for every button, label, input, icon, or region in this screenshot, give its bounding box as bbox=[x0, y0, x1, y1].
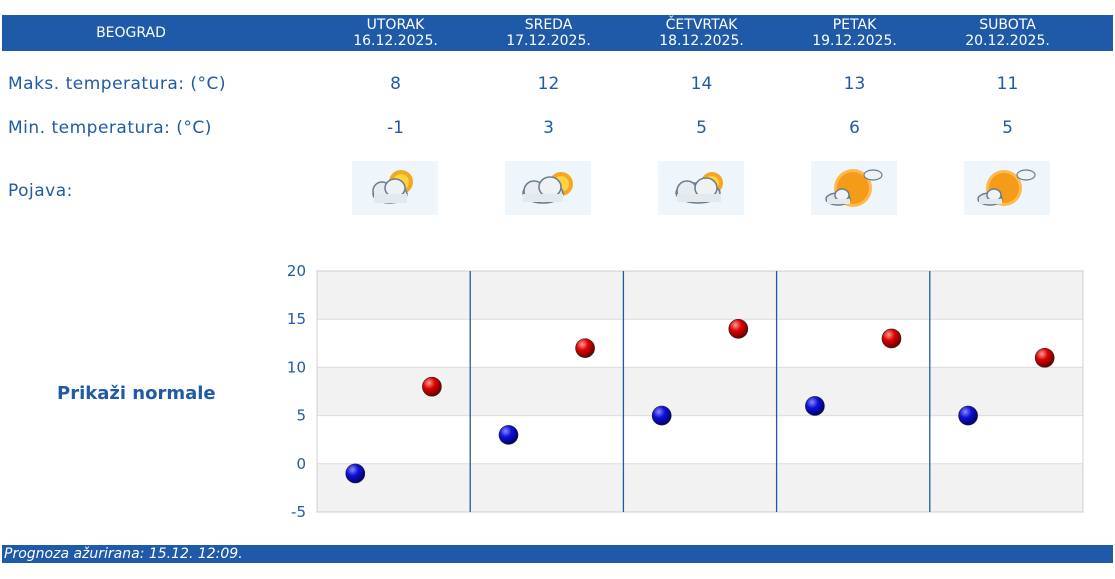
day-header-4: PETAK 19.12.2025. bbox=[778, 17, 931, 49]
day-date: 20.12.2025. bbox=[965, 33, 1050, 49]
min-temp-value: 5 bbox=[696, 118, 707, 138]
max-temp-value: 14 bbox=[690, 74, 713, 94]
sunny-intervals-icon bbox=[811, 161, 897, 215]
y-tick-label: 5 bbox=[296, 407, 306, 425]
max-temp-value: 13 bbox=[843, 74, 866, 94]
mostly-cloudy-icon bbox=[658, 161, 744, 215]
min-temp-point bbox=[958, 405, 978, 426]
min-temp-value: 5 bbox=[1002, 118, 1013, 138]
phenomenon-label: Pojava: bbox=[8, 181, 73, 201]
day-header-3: ČETVRTAK 18.12.2025. bbox=[625, 17, 778, 49]
min-temp-point bbox=[651, 405, 672, 426]
y-tick-label: 15 bbox=[287, 310, 306, 328]
city-name: BEOGRAD bbox=[96, 25, 166, 41]
forecast-updated: Prognoza ažurirana: 15.12. 12:09. bbox=[2, 545, 1113, 563]
day-header-2: SREDA 17.12.2025. bbox=[472, 17, 625, 49]
max-temp-point bbox=[422, 376, 442, 397]
grid-band bbox=[317, 463, 1083, 512]
grid-band bbox=[317, 271, 1083, 320]
max-temp-point bbox=[1034, 347, 1055, 368]
day-date: 18.12.2025. bbox=[659, 33, 744, 49]
show-normals-link[interactable]: Prikaži normale bbox=[57, 383, 216, 404]
min-temp-value: 6 bbox=[849, 118, 860, 138]
min-temp-label: Min. temperatura: (°C) bbox=[8, 118, 212, 138]
day-date: 19.12.2025. bbox=[812, 33, 897, 49]
plot-border bbox=[316, 270, 1084, 513]
day-date: 16.12.2025. bbox=[353, 33, 438, 49]
day-date: 17.12.2025. bbox=[506, 33, 591, 49]
min-temp-point bbox=[345, 463, 366, 484]
y-tick-label: 20 bbox=[287, 262, 306, 280]
max-temp-value: 12 bbox=[537, 74, 560, 94]
mostly-cloudy-icon bbox=[505, 161, 591, 215]
min-temp-value: 3 bbox=[543, 118, 554, 138]
y-tick-label: 10 bbox=[287, 358, 306, 376]
max-temp-point bbox=[881, 328, 902, 349]
max-temp-label: Maks. temperatura: (°C) bbox=[8, 74, 227, 94]
y-tick-label: 0 bbox=[296, 455, 306, 473]
day-name: UTORAK bbox=[366, 17, 425, 33]
max-temp-value: 11 bbox=[996, 74, 1019, 94]
max-temp-value: 8 bbox=[390, 74, 401, 94]
y-tick-label: -5 bbox=[291, 503, 306, 521]
sunny-intervals-icon bbox=[964, 161, 1050, 215]
partly-cloudy-icon bbox=[352, 161, 438, 215]
day-name: ČETVRTAK bbox=[665, 17, 738, 33]
day-name: SUBOTA bbox=[979, 17, 1036, 33]
grid-band bbox=[317, 367, 1083, 416]
day-name: PETAK bbox=[832, 17, 877, 33]
day-header-5: SUBOTA 20.12.2025. bbox=[931, 17, 1084, 49]
min-temp-value: -1 bbox=[387, 118, 404, 138]
max-temp-point bbox=[575, 338, 595, 358]
min-temp-point bbox=[498, 425, 519, 445]
min-temp-point bbox=[805, 396, 825, 416]
header-bar: BEOGRAD UTORAK 16.12.2025. SREDA 17.12.2… bbox=[2, 15, 1113, 51]
day-name: SREDA bbox=[524, 17, 573, 33]
day-header-1: UTORAK 16.12.2025. bbox=[319, 17, 472, 49]
max-temp-point bbox=[728, 319, 749, 339]
